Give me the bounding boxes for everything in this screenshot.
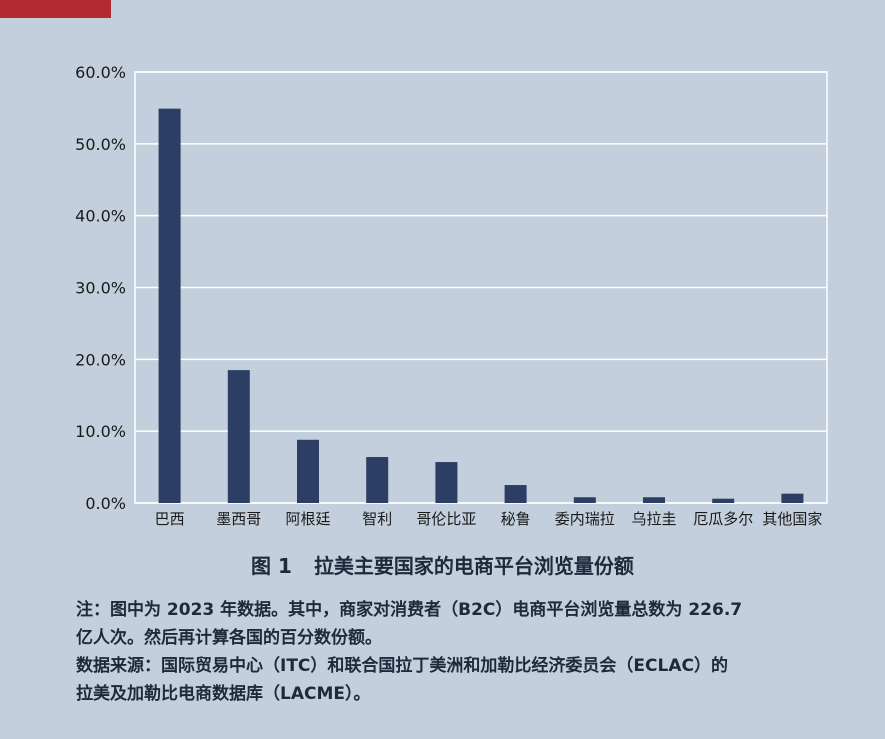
chart-gridlines	[134, 71, 828, 504]
x-tick-label: 厄瓜多尔	[693, 510, 753, 528]
y-axis: 0.0% 10.0% 20.0% 30.0% 40.0% 50.0% 60.0%	[75, 63, 126, 513]
figure-title: 拉美主要国家的电商平台浏览量份额	[313, 554, 634, 578]
figure-caption: 图 1 拉美主要国家的电商平台浏览量份额	[0, 550, 885, 579]
note-line: 亿人次。然后再计算各国的百分数份额。	[76, 628, 382, 648]
source-line: 数据来源：国际贸易中心（ITC）和联合国拉丁美洲和加勒比经济委员会（ECLAC）…	[76, 656, 728, 676]
bar	[643, 497, 665, 503]
x-tick-label: 阿根廷	[285, 510, 330, 528]
bar	[435, 462, 458, 503]
figure-number: 图 1	[251, 554, 292, 578]
chart-bars	[158, 108, 804, 503]
x-axis: 巴西 墨西哥 阿根廷 智利 哥伦比亚 秘鲁 委内瑞拉 乌拉圭 厄瓜多尔 其他国家	[155, 510, 823, 528]
bar	[297, 439, 319, 503]
y-tick-label: 20.0%	[75, 350, 126, 369]
bar-chart: 0.0% 10.0% 20.0% 30.0% 40.0% 50.0% 60.0% 巴西 墨西哥…	[75, 63, 828, 528]
bar	[227, 370, 250, 503]
bar	[712, 498, 735, 503]
x-tick-label: 巴西	[155, 510, 185, 528]
y-tick-label: 50.0%	[75, 135, 126, 154]
x-tick-label: 乌拉圭	[631, 510, 676, 528]
x-tick-label: 智利	[362, 510, 392, 528]
x-tick-label: 哥伦比亚	[416, 510, 476, 528]
corner-accent-tab	[0, 0, 111, 18]
bar	[366, 457, 389, 503]
y-tick-label: 10.0%	[75, 422, 126, 441]
note-line: 注：图中为 2023 年数据。其中，商家对消费者（B2C）电商平台浏览量总数为 …	[76, 600, 743, 620]
x-tick-label: 墨西哥	[216, 510, 261, 528]
y-tick-label: 30.0%	[75, 279, 126, 298]
source-line: 拉美及加勒比电商数据库（LACME）。	[76, 684, 371, 704]
y-tick-label: 40.0%	[75, 207, 126, 226]
y-tick-label: 0.0%	[85, 494, 126, 513]
figure-notes: 注：图中为 2023 年数据。其中，商家对消费者（B2C）电商平台浏览量总数为 …	[76, 596, 856, 708]
bar	[504, 485, 527, 503]
bar	[573, 497, 596, 503]
x-tick-label: 其他国家	[762, 510, 822, 528]
x-tick-label: 委内瑞拉	[555, 510, 615, 528]
x-tick-label: 秘鲁	[501, 510, 531, 528]
y-tick-label: 60.0%	[75, 63, 126, 82]
bar	[781, 493, 804, 503]
bar	[158, 108, 181, 503]
